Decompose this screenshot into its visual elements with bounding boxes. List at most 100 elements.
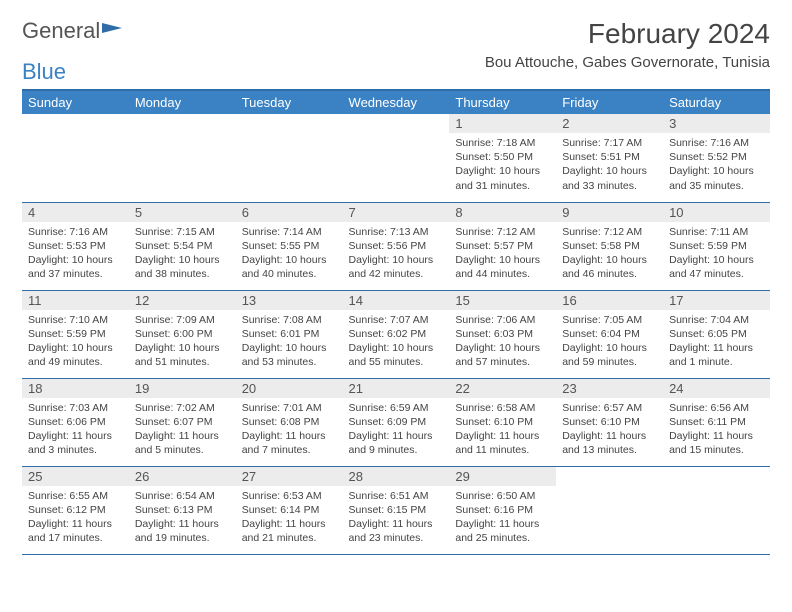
day-details: Sunrise: 7:15 AMSunset: 5:54 PMDaylight:… — [129, 222, 236, 286]
day-details: Sunrise: 7:17 AMSunset: 5:51 PMDaylight:… — [556, 133, 663, 197]
calendar-cell: 25Sunrise: 6:55 AMSunset: 6:12 PMDayligh… — [22, 466, 129, 554]
calendar-body: 1Sunrise: 7:18 AMSunset: 5:50 PMDaylight… — [22, 114, 770, 554]
day-number: 16 — [556, 291, 663, 310]
calendar-row: 18Sunrise: 7:03 AMSunset: 6:06 PMDayligh… — [22, 378, 770, 466]
day-number: 10 — [663, 203, 770, 222]
day-number: 22 — [449, 379, 556, 398]
day-number: 9 — [556, 203, 663, 222]
calendar-cell: 9Sunrise: 7:12 AMSunset: 5:58 PMDaylight… — [556, 202, 663, 290]
day-details: Sunrise: 6:51 AMSunset: 6:15 PMDaylight:… — [343, 486, 450, 550]
calendar-cell — [236, 114, 343, 202]
day-details: Sunrise: 7:13 AMSunset: 5:56 PMDaylight:… — [343, 222, 450, 286]
day-number: 18 — [22, 379, 129, 398]
day-number: 27 — [236, 467, 343, 486]
day-number: 25 — [22, 467, 129, 486]
calendar-cell: 1Sunrise: 7:18 AMSunset: 5:50 PMDaylight… — [449, 114, 556, 202]
day-number: 14 — [343, 291, 450, 310]
calendar-cell: 17Sunrise: 7:04 AMSunset: 6:05 PMDayligh… — [663, 290, 770, 378]
calendar-cell: 11Sunrise: 7:10 AMSunset: 5:59 PMDayligh… — [22, 290, 129, 378]
calendar-table: SundayMondayTuesdayWednesdayThursdayFrid… — [22, 91, 770, 555]
day-details: Sunrise: 6:50 AMSunset: 6:16 PMDaylight:… — [449, 486, 556, 550]
calendar-row: 11Sunrise: 7:10 AMSunset: 5:59 PMDayligh… — [22, 290, 770, 378]
calendar-cell: 6Sunrise: 7:14 AMSunset: 5:55 PMDaylight… — [236, 202, 343, 290]
day-details: Sunrise: 7:06 AMSunset: 6:03 PMDaylight:… — [449, 310, 556, 374]
day-details: Sunrise: 7:04 AMSunset: 6:05 PMDaylight:… — [663, 310, 770, 374]
calendar-row: 25Sunrise: 6:55 AMSunset: 6:12 PMDayligh… — [22, 466, 770, 554]
weekday-header: Saturday — [663, 91, 770, 114]
calendar-cell — [663, 466, 770, 554]
weekday-header: Sunday — [22, 91, 129, 114]
day-number: 6 — [236, 203, 343, 222]
day-number: 2 — [556, 114, 663, 133]
day-details: Sunrise: 7:07 AMSunset: 6:02 PMDaylight:… — [343, 310, 450, 374]
day-details: Sunrise: 6:54 AMSunset: 6:13 PMDaylight:… — [129, 486, 236, 550]
day-number: 13 — [236, 291, 343, 310]
weekday-header-row: SundayMondayTuesdayWednesdayThursdayFrid… — [22, 91, 770, 114]
day-number: 24 — [663, 379, 770, 398]
flag-icon — [102, 23, 122, 39]
day-number: 28 — [343, 467, 450, 486]
calendar-cell: 16Sunrise: 7:05 AMSunset: 6:04 PMDayligh… — [556, 290, 663, 378]
day-details: Sunrise: 7:14 AMSunset: 5:55 PMDaylight:… — [236, 222, 343, 286]
calendar-cell: 24Sunrise: 6:56 AMSunset: 6:11 PMDayligh… — [663, 378, 770, 466]
day-details: Sunrise: 7:05 AMSunset: 6:04 PMDaylight:… — [556, 310, 663, 374]
day-number: 21 — [343, 379, 450, 398]
calendar-cell: 4Sunrise: 7:16 AMSunset: 5:53 PMDaylight… — [22, 202, 129, 290]
calendar-cell — [22, 114, 129, 202]
day-details: Sunrise: 6:56 AMSunset: 6:11 PMDaylight:… — [663, 398, 770, 462]
calendar-cell: 28Sunrise: 6:51 AMSunset: 6:15 PMDayligh… — [343, 466, 450, 554]
day-number: 29 — [449, 467, 556, 486]
day-number: 19 — [129, 379, 236, 398]
calendar-cell: 15Sunrise: 7:06 AMSunset: 6:03 PMDayligh… — [449, 290, 556, 378]
day-details: Sunrise: 6:58 AMSunset: 6:10 PMDaylight:… — [449, 398, 556, 462]
day-number: 7 — [343, 203, 450, 222]
day-details: Sunrise: 6:59 AMSunset: 6:09 PMDaylight:… — [343, 398, 450, 462]
day-number: 17 — [663, 291, 770, 310]
calendar-cell: 29Sunrise: 6:50 AMSunset: 6:16 PMDayligh… — [449, 466, 556, 554]
day-details: Sunrise: 7:01 AMSunset: 6:08 PMDaylight:… — [236, 398, 343, 462]
calendar-cell: 19Sunrise: 7:02 AMSunset: 6:07 PMDayligh… — [129, 378, 236, 466]
day-details: Sunrise: 6:53 AMSunset: 6:14 PMDaylight:… — [236, 486, 343, 550]
day-number: 26 — [129, 467, 236, 486]
calendar-cell: 14Sunrise: 7:07 AMSunset: 6:02 PMDayligh… — [343, 290, 450, 378]
weekday-header: Monday — [129, 91, 236, 114]
brand-word1: General — [22, 18, 100, 44]
calendar-cell: 18Sunrise: 7:03 AMSunset: 6:06 PMDayligh… — [22, 378, 129, 466]
calendar-cell: 20Sunrise: 7:01 AMSunset: 6:08 PMDayligh… — [236, 378, 343, 466]
day-details: Sunrise: 7:11 AMSunset: 5:59 PMDaylight:… — [663, 222, 770, 286]
calendar-cell: 22Sunrise: 6:58 AMSunset: 6:10 PMDayligh… — [449, 378, 556, 466]
weekday-header: Tuesday — [236, 91, 343, 114]
day-details: Sunrise: 6:55 AMSunset: 6:12 PMDaylight:… — [22, 486, 129, 550]
calendar-cell: 13Sunrise: 7:08 AMSunset: 6:01 PMDayligh… — [236, 290, 343, 378]
day-details: Sunrise: 7:10 AMSunset: 5:59 PMDaylight:… — [22, 310, 129, 374]
day-number: 12 — [129, 291, 236, 310]
calendar-cell — [343, 114, 450, 202]
day-details: Sunrise: 7:16 AMSunset: 5:53 PMDaylight:… — [22, 222, 129, 286]
calendar-cell — [129, 114, 236, 202]
month-title: February 2024 — [485, 18, 770, 50]
day-number: 1 — [449, 114, 556, 133]
day-number: 5 — [129, 203, 236, 222]
calendar-cell: 7Sunrise: 7:13 AMSunset: 5:56 PMDaylight… — [343, 202, 450, 290]
calendar-cell: 2Sunrise: 7:17 AMSunset: 5:51 PMDaylight… — [556, 114, 663, 202]
calendar-cell: 12Sunrise: 7:09 AMSunset: 6:00 PMDayligh… — [129, 290, 236, 378]
day-number: 20 — [236, 379, 343, 398]
calendar-cell: 5Sunrise: 7:15 AMSunset: 5:54 PMDaylight… — [129, 202, 236, 290]
day-details: Sunrise: 7:12 AMSunset: 5:57 PMDaylight:… — [449, 222, 556, 286]
day-details: Sunrise: 6:57 AMSunset: 6:10 PMDaylight:… — [556, 398, 663, 462]
day-number: 11 — [22, 291, 129, 310]
calendar-cell: 8Sunrise: 7:12 AMSunset: 5:57 PMDaylight… — [449, 202, 556, 290]
calendar-cell: 21Sunrise: 6:59 AMSunset: 6:09 PMDayligh… — [343, 378, 450, 466]
day-details: Sunrise: 7:09 AMSunset: 6:00 PMDaylight:… — [129, 310, 236, 374]
day-number: 23 — [556, 379, 663, 398]
calendar-cell: 23Sunrise: 6:57 AMSunset: 6:10 PMDayligh… — [556, 378, 663, 466]
day-number: 4 — [22, 203, 129, 222]
brand-word2: Blue — [22, 59, 66, 84]
weekday-header: Thursday — [449, 91, 556, 114]
day-details: Sunrise: 7:03 AMSunset: 6:06 PMDaylight:… — [22, 398, 129, 462]
weekday-header: Friday — [556, 91, 663, 114]
calendar-cell: 10Sunrise: 7:11 AMSunset: 5:59 PMDayligh… — [663, 202, 770, 290]
calendar-row: 1Sunrise: 7:18 AMSunset: 5:50 PMDaylight… — [22, 114, 770, 202]
calendar-row: 4Sunrise: 7:16 AMSunset: 5:53 PMDaylight… — [22, 202, 770, 290]
day-details: Sunrise: 7:18 AMSunset: 5:50 PMDaylight:… — [449, 133, 556, 197]
